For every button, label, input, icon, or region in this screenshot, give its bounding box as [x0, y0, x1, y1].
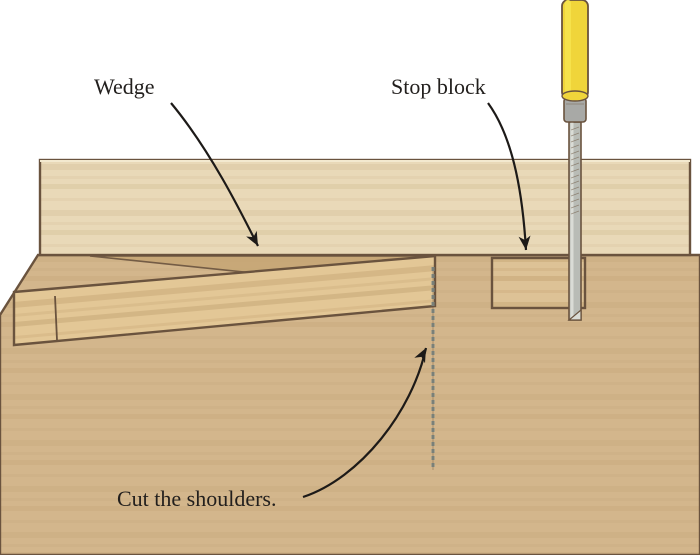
label-stop-block: Stop block: [391, 74, 486, 100]
label-cut-shoulders: Cut the shoulders.: [117, 486, 277, 512]
label-wedge: Wedge: [94, 74, 155, 100]
fence-board: [40, 160, 690, 255]
diagram-stage: Wedge Stop block Cut the shoulders.: [0, 0, 700, 555]
